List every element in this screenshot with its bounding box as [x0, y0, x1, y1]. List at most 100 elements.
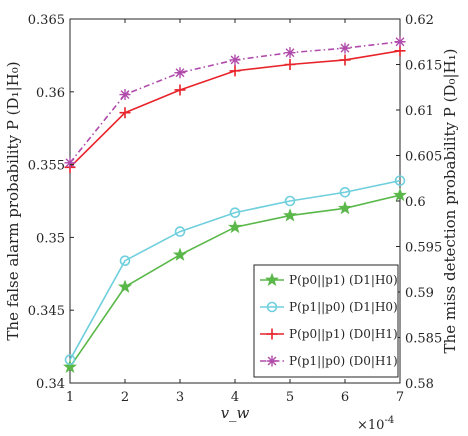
- x-tick-label: 5: [286, 390, 294, 405]
- x-axis-title: v_w: [221, 404, 250, 422]
- series-0-point-2: [172, 247, 188, 261]
- series-0-point-1-shape: [117, 279, 133, 293]
- series-0-point-1: [117, 279, 133, 293]
- y-left-axis-title: The false alarm probability P (D₁|H₀): [4, 61, 22, 340]
- series-2-point-5-shape: [339, 54, 351, 66]
- legend-box: [253, 264, 399, 378]
- series-1-line: [69, 179, 401, 361]
- series-0-point-4: [282, 208, 298, 222]
- x-tick-label: 3: [176, 390, 184, 405]
- x-exponent-base: ×10: [357, 418, 384, 433]
- series-1-point-5: [339, 186, 351, 198]
- series-1-point-2: [174, 226, 186, 237]
- series-2-point-2: [174, 84, 186, 96]
- series-0-point-0: [62, 359, 78, 373]
- y-right-tick-label: 0.615: [405, 59, 442, 74]
- legend-swatch-marker: [266, 301, 278, 313]
- series-3-point-3: [229, 54, 241, 66]
- legend-item-1: P(p1||p0) (D1|H0): [260, 300, 398, 314]
- series-0-point-3: [227, 219, 243, 234]
- y-left-tick-label: 0.35: [36, 231, 65, 246]
- legend-swatch-marker: [266, 355, 278, 367]
- legend-item-0: P(p0||p1) (D1|H0): [260, 272, 398, 287]
- y-left-tick-label: 0.345: [28, 304, 65, 319]
- series-1-point-1-shape: [119, 255, 131, 266]
- series-0-point-0-shape: [62, 359, 78, 373]
- y-right-tick-label: 0.59: [405, 286, 434, 301]
- legend-label: P(p1||p0) (D0|H1): [289, 354, 398, 368]
- series-1: [64, 175, 406, 366]
- series-2-point-4-shape: [284, 59, 296, 70]
- legend-swatch-marker-shape: [266, 355, 278, 367]
- x-tick-label: 4: [231, 390, 239, 405]
- series-1-point-2-shape: [174, 226, 186, 237]
- series-0-point-5: [337, 200, 353, 215]
- series-3-point-5-shape: [339, 42, 351, 54]
- series-0-point-6-shape: [392, 187, 408, 202]
- series-1-point-4: [284, 195, 296, 207]
- series-3-point-4: [284, 47, 296, 59]
- series-1-point-3: [229, 207, 241, 218]
- y-left-tick-label: 0.34: [36, 377, 65, 392]
- series-3-point-2-shape: [174, 67, 186, 79]
- legend: P(p0||p1) (D1|H0) P(p1||p0) (D1|H0) P(p0||…: [253, 264, 399, 378]
- legend-swatch-marker-shape: [264, 272, 280, 286]
- y-right-tick-label: 0.605: [405, 150, 442, 165]
- x-tick-label: 1: [66, 390, 74, 405]
- series-3: [64, 36, 406, 169]
- series-0-point-6: [392, 187, 408, 202]
- legend-item-3: P(p1||p0) (D0|H1): [260, 354, 398, 368]
- series-2-point-1-shape: [119, 107, 131, 119]
- series-2-point-4: [284, 59, 296, 70]
- series-1-point-0-shape: [64, 354, 76, 366]
- y-left-tick-label: 0.365: [28, 13, 65, 28]
- series-0-point-3-shape: [227, 219, 243, 234]
- series-0-point-4-shape: [282, 208, 298, 222]
- series-1-point-0: [64, 354, 76, 366]
- y-right-tick-label: 0.58: [405, 377, 434, 392]
- series-3-point-1: [119, 89, 131, 101]
- series-2-point-2-shape: [174, 84, 186, 96]
- y-right-tick-label: 0.585: [405, 332, 442, 347]
- series-3-point-3-shape: [229, 54, 241, 66]
- y-right-tick-label: 0.6: [405, 195, 426, 210]
- legend-swatch-marker-shape: [266, 301, 278, 313]
- series-0: [62, 187, 408, 373]
- y-right-tick-label: 0.61: [405, 104, 434, 119]
- legend-swatch-marker: [264, 272, 280, 286]
- series-1-point-6-shape: [394, 175, 406, 186]
- series-3-point-6-shape: [394, 36, 406, 48]
- series-3-point-4-shape: [284, 47, 296, 59]
- series-2: [64, 45, 406, 173]
- series-0-point-2-shape: [172, 247, 188, 261]
- y-left-tick-label: 0.355: [28, 159, 65, 174]
- y-right-axis-title: The miss detection probability P (D₀|H₁): [441, 49, 459, 354]
- series-0-point-5-shape: [337, 200, 353, 215]
- series-1-point-5-shape: [339, 186, 351, 198]
- series-3-point-5: [339, 42, 351, 54]
- series-3-point-0: [64, 157, 76, 169]
- series-1-point-6: [394, 175, 406, 186]
- x-exponent: ×10-4: [357, 415, 394, 433]
- x-tick-label: 7: [396, 390, 404, 405]
- legend-label: P(p1||p0) (D1|H0): [289, 300, 398, 314]
- series-3-point-2: [174, 67, 186, 79]
- axes-layer: 1 2 3 4 5 6 7 0.34 0.345 0.35 0.355 0.36 0.365 0.58 0.…: [4, 13, 459, 433]
- x-tick-label: 2: [121, 390, 129, 405]
- series-2-point-3-shape: [229, 65, 241, 77]
- series-3-point-0-shape: [64, 157, 76, 169]
- legend-swatch-marker: [266, 328, 278, 340]
- x-tick-label: 6: [341, 390, 349, 405]
- legend-label: P(p0||p1) (D0|H1): [289, 327, 398, 341]
- series-1-point-1: [119, 255, 131, 266]
- series-2-point-3: [229, 65, 241, 77]
- legend-item-2: P(p0||p1) (D0|H1): [260, 327, 398, 341]
- y-left-tick-label: 0.36: [36, 86, 65, 101]
- x-exponent-power: -4: [384, 415, 394, 426]
- series-3-point-6: [394, 36, 406, 48]
- series-1-point-3-shape: [229, 207, 241, 218]
- series-layer: [62, 36, 408, 373]
- legend-swatch-marker-shape: [266, 328, 278, 340]
- y-right-tick-label: 0.62: [405, 13, 434, 28]
